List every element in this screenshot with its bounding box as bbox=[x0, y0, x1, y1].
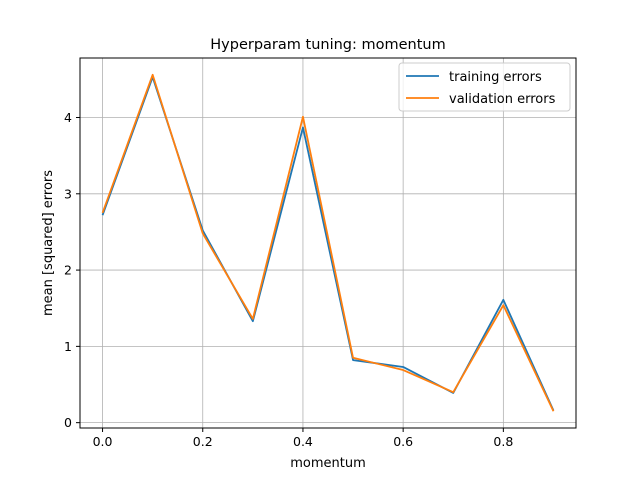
y-tick-label: 1 bbox=[64, 339, 72, 354]
legend-label-validation-errors: validation errors bbox=[449, 92, 556, 107]
series-line-validation-errors bbox=[101, 73, 555, 412]
series-lines bbox=[101, 73, 555, 412]
y-axis-ticks: 0 1 2 3 4 bbox=[64, 110, 80, 430]
x-tick-label: 0.0 bbox=[93, 434, 113, 449]
y-tick-label: 0 bbox=[64, 415, 72, 430]
x-axis-label: momentum bbox=[290, 456, 366, 471]
y-tick-label: 3 bbox=[64, 186, 72, 201]
y-axis-label: mean [squared] errors bbox=[41, 170, 56, 316]
legend: training errors validation errors bbox=[398, 62, 571, 112]
x-tick-label: 0.2 bbox=[193, 434, 213, 449]
y-tick-label: 4 bbox=[64, 110, 72, 125]
x-tick-label: 0.4 bbox=[293, 434, 313, 449]
legend-label-training-errors: training errors bbox=[449, 70, 542, 85]
x-tick-label: 0.6 bbox=[393, 434, 413, 449]
legend-box bbox=[398, 62, 571, 112]
plot-frame bbox=[79, 57, 577, 429]
chart-title: Hyperparam tuning: momentum bbox=[210, 37, 445, 53]
y-tick-label: 2 bbox=[64, 263, 72, 278]
x-axis-ticks: 0.0 0.2 0.4 0.6 0.8 bbox=[93, 428, 513, 449]
x-tick-label: 0.8 bbox=[493, 434, 513, 449]
